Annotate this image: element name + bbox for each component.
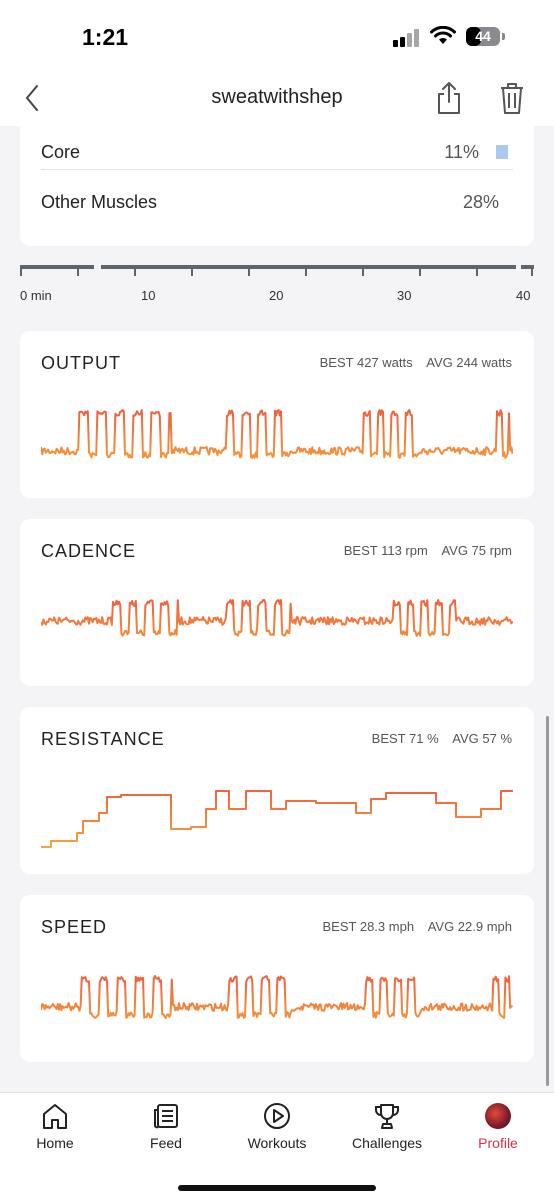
tab-label: Challenges	[351, 1135, 423, 1151]
tab-label: Feed	[150, 1135, 182, 1151]
timeline-tick-label: 0 min	[20, 288, 52, 303]
resistance-trace-line	[41, 790, 513, 848]
muscle-name: Core	[41, 142, 81, 162]
output-trace-line	[41, 409, 513, 459]
metric-best: BEST 71 %	[371, 731, 439, 746]
metric-title: SPEED	[41, 917, 108, 937]
muscle-percent: 11%	[444, 142, 479, 162]
output-chart	[41, 409, 513, 459]
trophy-icon	[375, 1104, 399, 1129]
resistance-chart	[41, 790, 513, 848]
tab-label: Workouts	[247, 1135, 307, 1151]
timeline-tick-label: 10	[141, 288, 156, 303]
muscle-name: Other Muscles	[41, 192, 158, 212]
workout-timeline: 0 min 10 20 30 40	[0, 262, 554, 312]
muscle-row-core: Core 11%	[20, 133, 534, 173]
timeline-tick-label: 40	[516, 288, 531, 303]
tab-workouts[interactable]: Workouts	[222, 1101, 332, 1161]
tab-label: Profile	[478, 1135, 518, 1151]
metric-avg: AVG 75 rpm	[441, 543, 512, 558]
metric-best: BEST 28.3 mph	[322, 919, 415, 934]
muscle-row-other: Other Muscles 28%	[20, 183, 534, 223]
speed-chart	[41, 975, 513, 1019]
tab-profile[interactable]: Profile	[443, 1101, 553, 1161]
timeline-tick-label: 20	[269, 288, 284, 303]
timeline-tick-label: 30	[397, 288, 412, 303]
home-indicator	[178, 1185, 376, 1191]
scroll-indicator[interactable]	[546, 716, 549, 1086]
tab-bar: Home Feed Workouts Challenges Profile	[0, 1092, 554, 1200]
metric-best: BEST 113 rpm	[343, 543, 428, 558]
metric-best: BEST 427 watts	[319, 355, 413, 370]
workout-detail-scroll[interactable]: Core 11% Other Muscles 28% 0 min 10	[0, 126, 554, 1092]
battery-level: 44	[475, 28, 491, 44]
metric-avg: AVG 22.9 mph	[427, 919, 512, 934]
metric-avg: AVG 244 watts	[426, 355, 512, 370]
cadence-trace-line	[41, 599, 513, 637]
muscle-percent-bar	[496, 145, 508, 159]
cadence-card[interactable]: CADENCE BEST 113 rpm AVG 75 rpm	[20, 519, 534, 686]
tab-challenges[interactable]: Challenges	[332, 1101, 442, 1161]
wifi-icon	[430, 26, 456, 44]
nav-bar: sweatwithshep	[0, 70, 554, 126]
status-time: 1:21	[82, 24, 129, 50]
page-title: sweatwithshep	[211, 86, 343, 108]
tab-feed[interactable]: Feed	[111, 1101, 221, 1161]
resistance-card[interactable]: RESISTANCE BEST 71 % AVG 57 %	[20, 707, 534, 874]
cellular-signal-icon	[393, 29, 423, 47]
play-circle-icon	[264, 1103, 290, 1129]
muscle-groups-card: Core 11% Other Muscles 28%	[20, 126, 534, 246]
divider	[41, 169, 513, 170]
muscle-percent: 28%	[462, 192, 499, 212]
trash-icon[interactable]	[496, 80, 528, 116]
speed-card[interactable]: SPEED BEST 28.3 mph AVG 22.9 mph	[20, 895, 534, 1062]
metric-avg: AVG 57 %	[452, 731, 512, 746]
output-card[interactable]: OUTPUT BEST 427 watts AVG 244 watts	[20, 331, 534, 498]
speed-trace-line	[41, 975, 513, 1019]
house-icon	[43, 1104, 67, 1129]
metric-title: OUTPUT	[41, 353, 121, 373]
tab-home[interactable]: Home	[0, 1101, 110, 1161]
status-bar: 1:21 44	[0, 0, 554, 70]
avatar	[485, 1103, 511, 1129]
tab-label: Home	[36, 1135, 74, 1151]
metric-title: RESISTANCE	[41, 729, 165, 749]
battery-icon: 44	[466, 27, 500, 46]
back-chevron-icon[interactable]	[18, 82, 48, 114]
metric-title: CADENCE	[41, 541, 137, 561]
share-icon[interactable]	[434, 80, 464, 116]
cadence-chart	[41, 599, 513, 637]
timeline-axis	[20, 265, 534, 276]
feed-icon	[154, 1104, 178, 1129]
